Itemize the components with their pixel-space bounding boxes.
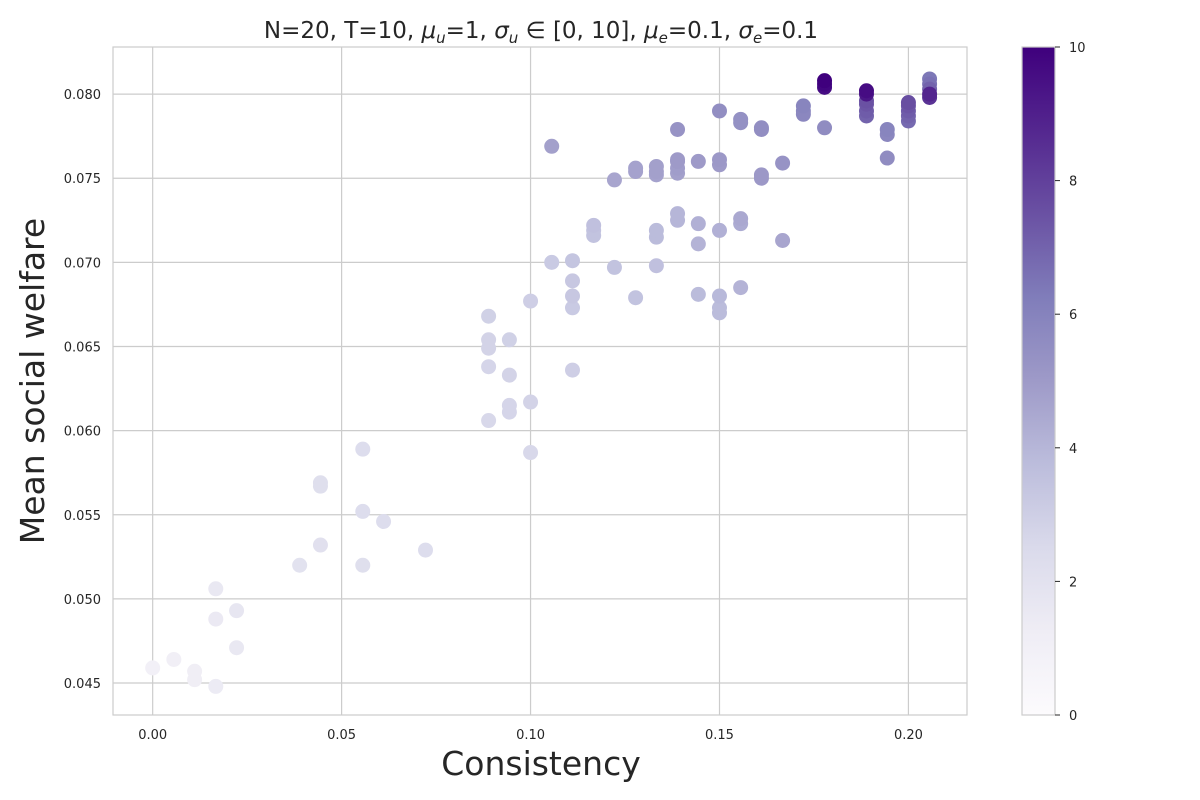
data-point <box>564 362 580 378</box>
colorbar-tick-label: 2 <box>1069 575 1077 590</box>
colorbar: 0 2 4 6 8 10 <box>1021 41 1086 724</box>
data-point <box>900 95 916 111</box>
data-point <box>922 86 938 102</box>
data-point <box>817 120 833 136</box>
x-axis-label: Consistency <box>441 744 641 783</box>
data-point <box>208 611 224 627</box>
data-point <box>292 557 308 573</box>
data-point <box>564 288 580 304</box>
data-point <box>501 332 517 348</box>
y-tick-label: 0.055 <box>64 509 101 524</box>
plot-area: 0.00 0.05 0.10 0.15 0.20 0.045 0.050 0.055 0.06… <box>64 46 968 743</box>
data-point <box>418 542 434 558</box>
colorbar-tick-label: 10 <box>1069 41 1086 56</box>
data-point <box>670 121 686 137</box>
data-point <box>376 513 392 529</box>
data-point <box>795 98 811 114</box>
colorbar-scale <box>1021 46 1056 716</box>
x-tick-label: 0.05 <box>327 728 356 743</box>
chart-title: N=20, T=10, μu=1, σu ∈ [0, 10], μe=0.1, … <box>264 18 818 47</box>
x-tick-label: 0.00 <box>138 728 167 743</box>
data-point <box>753 167 769 183</box>
y-tick-label: 0.050 <box>64 593 101 608</box>
data-point <box>523 394 539 410</box>
data-point <box>355 557 371 573</box>
data-point <box>648 158 664 174</box>
data-point <box>564 273 580 289</box>
data-point <box>775 233 791 249</box>
data-point <box>753 120 769 136</box>
data-point <box>187 672 203 688</box>
data-point <box>208 678 224 694</box>
y-tick-label: 0.060 <box>64 425 101 440</box>
data-point <box>229 640 245 656</box>
data-point <box>564 253 580 269</box>
data-point <box>544 254 560 270</box>
x-tick-label: 0.10 <box>516 728 545 743</box>
data-point <box>523 445 539 461</box>
data-point <box>690 153 706 169</box>
y-tick-label: 0.070 <box>64 256 101 271</box>
data-point <box>481 413 497 429</box>
data-point <box>564 300 580 316</box>
data-point <box>628 290 644 306</box>
x-tick-labels: 0.00 0.05 0.10 0.15 0.20 <box>138 728 923 743</box>
data-point <box>355 503 371 519</box>
data-point <box>501 367 517 383</box>
data-point <box>312 475 328 491</box>
data-point <box>670 152 686 168</box>
data-point <box>481 332 497 348</box>
colorbar-tick-label: 4 <box>1069 442 1077 457</box>
data-point <box>166 651 182 667</box>
data-point <box>711 152 727 168</box>
data-point <box>544 138 560 154</box>
data-point <box>628 160 644 176</box>
colorbar-tick-label: 6 <box>1069 308 1077 323</box>
data-point <box>648 222 664 238</box>
data-point <box>690 286 706 302</box>
colorbar-tick-label: 8 <box>1069 175 1077 190</box>
data-point <box>733 211 749 227</box>
data-points <box>145 71 938 694</box>
data-point <box>711 222 727 238</box>
data-point <box>733 111 749 127</box>
data-point <box>775 155 791 171</box>
data-point <box>481 308 497 324</box>
data-point <box>879 121 895 137</box>
data-point <box>711 288 727 304</box>
y-tick-label: 0.075 <box>64 172 101 187</box>
data-point <box>711 103 727 119</box>
data-point <box>586 217 602 233</box>
data-point <box>648 258 664 274</box>
data-point <box>817 73 833 89</box>
data-point <box>670 206 686 222</box>
data-point <box>145 660 161 676</box>
x-tick-label: 0.15 <box>705 728 734 743</box>
data-point <box>208 581 224 597</box>
x-tick-label: 0.20 <box>894 728 923 743</box>
data-point <box>690 236 706 252</box>
data-point <box>606 172 622 188</box>
y-tick-labels: 0.045 0.050 0.055 0.060 0.065 0.070 0.075 0.080 <box>64 88 101 692</box>
plot-frame <box>112 46 968 716</box>
y-tick-label: 0.080 <box>64 88 101 103</box>
colorbar-tick-labels: 0 2 4 6 8 10 <box>1055 41 1086 724</box>
data-point <box>858 83 874 99</box>
data-point <box>606 259 622 275</box>
y-tick-label: 0.045 <box>64 677 101 692</box>
data-point <box>711 300 727 316</box>
data-point <box>229 603 245 619</box>
y-axis-label: Mean social welfare <box>13 218 52 544</box>
data-point <box>481 359 497 375</box>
data-point <box>733 280 749 296</box>
data-point <box>523 293 539 309</box>
y-tick-label: 0.065 <box>64 341 101 356</box>
colorbar-tick-label: 0 <box>1069 709 1077 724</box>
data-point <box>501 397 517 413</box>
data-point <box>312 537 328 553</box>
data-point <box>879 150 895 166</box>
data-point <box>355 441 371 457</box>
data-point <box>690 216 706 232</box>
